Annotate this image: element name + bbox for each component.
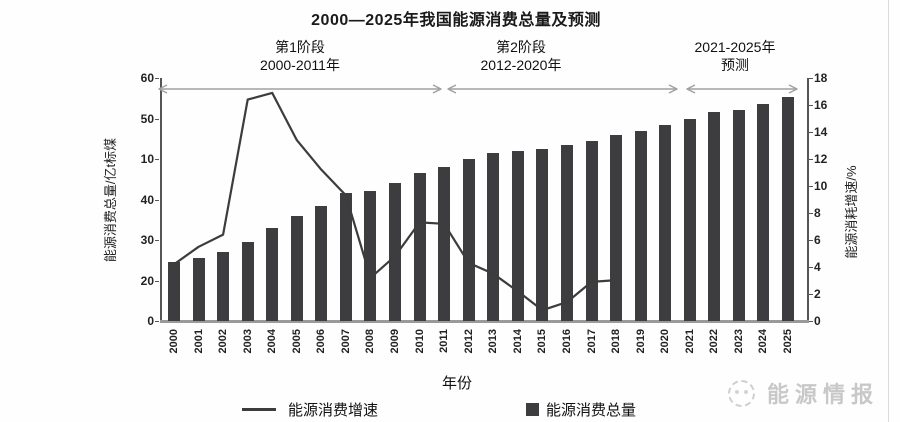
stage-1-name: 第1阶段 xyxy=(275,39,325,55)
line-series-swatch-icon xyxy=(242,407,276,411)
left-axis-line xyxy=(160,78,162,322)
legend-total-label: 能源消费总量 xyxy=(546,401,637,419)
consumption-bar-2017 xyxy=(585,140,598,321)
legend: 能源消费增速 能源消费总量 xyxy=(0,400,900,420)
axis-tick-mark xyxy=(809,240,813,241)
consumption-bar-2006 xyxy=(315,205,328,321)
right-edge-divider xyxy=(888,0,889,422)
right-tick-label-0: 0 xyxy=(814,314,821,328)
left-tick-label-0: 0 xyxy=(147,314,154,328)
right-tick-label-12: 12 xyxy=(814,152,828,166)
stage-arrow-1-left-head-icon xyxy=(158,84,168,94)
consumption-bar-2010 xyxy=(413,173,426,321)
right-axis-title: 能源消耗增速/% xyxy=(844,165,859,259)
watermark: 能源情报 xyxy=(728,377,879,409)
consumption-bar-2021 xyxy=(683,118,696,321)
axis-tick-mark xyxy=(809,105,813,106)
axis-tick-mark xyxy=(155,321,159,322)
left-tick-label-10: 10 xyxy=(140,152,154,166)
consumption-bar-2007 xyxy=(339,193,352,321)
left-tick-label-30: 30 xyxy=(140,233,154,247)
consumption-bar-2002 xyxy=(217,252,230,321)
consumption-bar-2019 xyxy=(634,130,647,321)
stage-arrow-2-left-head-icon xyxy=(447,84,457,94)
consumption-bar-2016 xyxy=(560,144,573,321)
consumption-bar-2003 xyxy=(241,242,254,321)
left-tick-label-40: 40 xyxy=(140,192,154,207)
stage-2-name: 第2阶段 xyxy=(496,39,546,55)
stage-2-range: 2012-2020年 xyxy=(480,57,562,73)
axis-tick-mark xyxy=(155,280,159,282)
axis-tick-mark xyxy=(809,294,813,295)
consumption-bar-2025 xyxy=(782,97,794,321)
right-tick-label-2: 2 xyxy=(814,287,821,301)
stage-1-range: 2000-2011年 xyxy=(260,57,340,73)
axis-tick-mark xyxy=(155,199,159,201)
axis-tick-mark xyxy=(155,159,159,160)
axis-tick-mark xyxy=(809,213,813,214)
consumption-bar-2004 xyxy=(266,227,279,321)
stage-3-name: 预测 xyxy=(721,57,749,73)
consumption-bar-2011 xyxy=(438,167,451,321)
right-tick-label-4: 4 xyxy=(814,260,821,274)
stage-arrow-2-right-head-icon xyxy=(668,84,678,94)
stage-arrow-1-right-head-icon xyxy=(432,84,442,94)
axis-tick-mark xyxy=(809,321,813,322)
stage-arrow-3-right-head-icon xyxy=(788,84,798,94)
left-tick-label-60: 60 xyxy=(140,71,154,85)
consumption-bar-2005 xyxy=(290,215,303,321)
legend-item-total: 能源消费总量 xyxy=(526,400,637,419)
consumption-bar-2023 xyxy=(732,110,745,321)
legend-growth-label: 能源消费增速 xyxy=(288,401,379,419)
stage-annotation-2: 第2阶段 2012-2020年 xyxy=(431,38,611,74)
stage-annotation-3: 2021-2025年 预测 xyxy=(645,38,825,74)
left-axis-title: 能源消费总量/亿t标煤 xyxy=(103,137,118,263)
axis-tick-mark xyxy=(809,267,813,268)
x-axis-title: 年份 xyxy=(441,375,472,392)
right-tick-label-8: 8 xyxy=(814,206,821,220)
stage-annotation-1: 第1阶段 2000-2011年 xyxy=(210,38,390,74)
axis-tick-mark xyxy=(155,78,159,79)
right-tick-label-16: 16 xyxy=(814,98,828,112)
bar-series-swatch-icon xyxy=(526,402,539,416)
axis-tick-mark xyxy=(809,186,813,187)
stage-3-range: 2021-2025年 xyxy=(694,39,776,55)
energy-intel-logo-icon xyxy=(728,379,755,407)
consumption-bar-2018 xyxy=(610,134,623,321)
right-tick-label-18: 18 xyxy=(814,71,828,85)
axis-tick-mark xyxy=(155,118,159,120)
consumption-bar-2012 xyxy=(462,159,475,321)
legend-item-growth: 能源消费增速 xyxy=(242,400,379,419)
consumption-bar-2015 xyxy=(536,148,549,321)
axis-tick-mark xyxy=(809,159,813,160)
right-tick-label-6: 6 xyxy=(814,233,821,247)
consumption-bar-2001 xyxy=(192,258,205,321)
axis-tick-mark xyxy=(809,132,813,133)
consumption-bar-2000 xyxy=(168,262,180,321)
consumption-bar-2008 xyxy=(364,191,377,321)
watermark-text: 能源情报 xyxy=(767,382,880,407)
right-tick-label-14: 14 xyxy=(814,125,828,139)
left-tick-label-50: 50 xyxy=(140,111,154,126)
consumption-bar-2013 xyxy=(487,152,500,321)
consumption-bar-2014 xyxy=(511,150,524,321)
x-axis-line xyxy=(160,320,809,323)
right-tick-label-10: 10 xyxy=(814,179,828,193)
consumption-bar-2020 xyxy=(659,124,672,321)
right-axis-line xyxy=(807,78,809,322)
consumption-bar-2022 xyxy=(708,112,721,321)
axis-tick-mark xyxy=(155,240,159,241)
growth-rate-line xyxy=(173,91,612,312)
consumption-bar-2009 xyxy=(389,183,402,321)
left-tick-label-20: 20 xyxy=(140,273,154,288)
chart-title: 2000—2025年我国能源消费总量及预测 xyxy=(311,12,601,29)
axis-tick-mark xyxy=(809,78,813,79)
stage-arrow-3-left-head-icon xyxy=(686,84,696,94)
consumption-bar-2024 xyxy=(757,104,770,321)
